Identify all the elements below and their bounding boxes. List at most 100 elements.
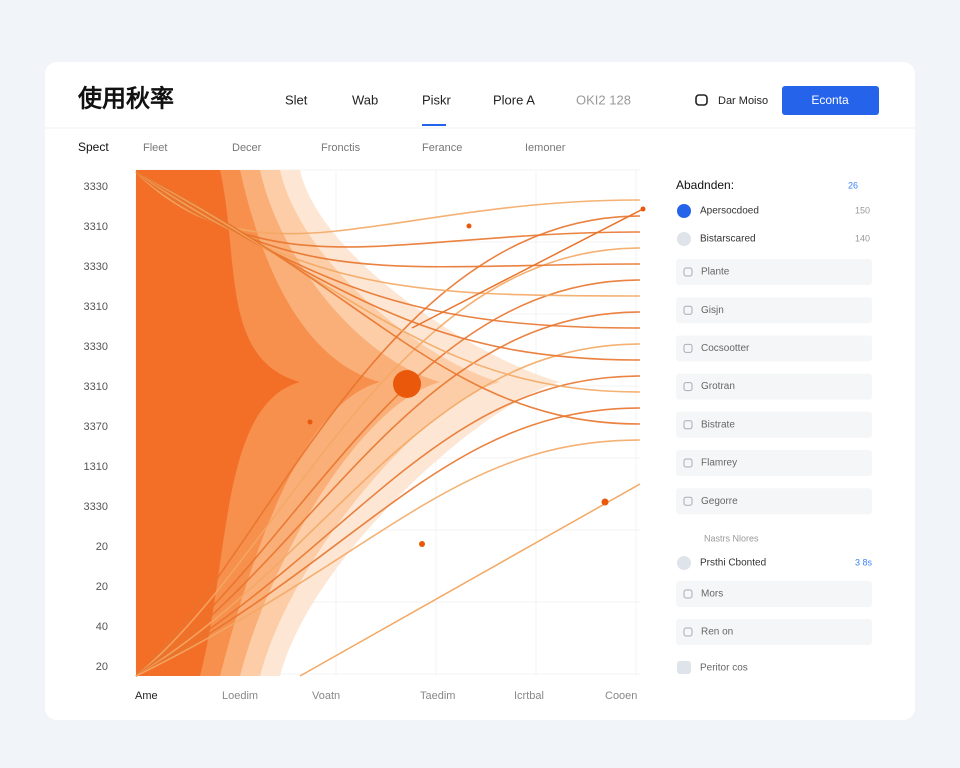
row-label: Flamrey [701,458,737,469]
list-row[interactable] [676,297,872,324]
user-icon [695,94,708,106]
user[interactable]: Dar Moiso [718,95,768,107]
curve [135,171,641,361]
chart [135,169,646,677]
curve [411,208,644,329]
curve [135,171,641,248]
row-box [683,305,693,315]
button[interactable] [782,86,879,115]
list-row[interactable] [676,335,872,362]
x-label: Ame [135,690,158,702]
button-label[interactable]: Econta [811,93,849,107]
row-label: 3330 [84,341,108,353]
dot [393,370,421,398]
row-box [683,343,693,353]
curve [299,483,641,677]
row-box [683,458,693,468]
check[interactable] [677,232,691,246]
curve [135,171,641,235]
row-label: Gisjn [701,305,724,316]
panel: Abadnden: 26 Apersocdoed 150 Bistarscared 140… [676,178,872,674]
row-box [683,496,693,506]
labels: Spect Fleet Decer Fronctis Ferance Iemoner 333… [78,140,637,702]
list-row[interactable] [676,259,872,285]
row-label: Ren on [701,627,733,638]
panel-count: 26 [848,180,858,190]
title: 使用秋率 [77,84,174,112]
row-label: 40 [96,621,108,633]
dot [640,206,646,212]
nav-item[interactable]: Piskr [422,92,452,107]
row-label: Grotran [701,381,735,392]
dot [466,223,472,229]
nav-item[interactable]: Wab [352,92,378,107]
row-label: 20 [96,541,108,553]
panel-title: Abadnden: [676,178,734,192]
column-header: Ferance [422,142,462,154]
check-value: 140 [855,233,870,243]
curve [135,171,641,268]
column-header: Fleet [143,142,167,154]
x-label: Cooen [605,690,637,702]
column-header: Fronctis [321,142,361,154]
x-label: Icrtbal [514,690,544,702]
row-label: 3370 [84,421,108,433]
row-label: Mors [701,589,723,600]
check-value: 150 [855,205,870,215]
curve [135,171,641,393]
row-box [683,382,693,392]
row-label: Cocsootter [701,343,750,354]
row-label: 3310 [84,221,108,233]
check-label: Apersocdoed [700,206,759,217]
row-label: 3330 [84,181,108,193]
nav: Slet Wab Piskr Plore A OKI2 128 [285,92,631,107]
x-label: Taedim [420,690,455,702]
column-header: Decer [232,142,262,154]
nav-underline [422,124,446,126]
section-item: Prsthi Cbonted [700,558,766,569]
check[interactable] [677,204,691,218]
dot [601,498,609,506]
check[interactable] [677,661,691,674]
curve [135,171,641,297]
curve [135,171,641,329]
row-label: 3330 [84,261,108,273]
row-box [683,627,693,637]
check-label: Bistarscared [700,234,756,245]
row-label: 20 [96,581,108,593]
list-row[interactable] [676,373,872,400]
row-label: 3330 [84,501,108,513]
row-label: 1310 [84,461,108,473]
area [136,170,300,676]
list-row[interactable] [676,488,872,515]
curve [135,171,641,425]
column-header: Iemoner [525,142,566,154]
row-box [683,267,693,277]
panel-footer: Peritor cos [700,663,748,674]
column-header: Spect [78,140,109,154]
nav-item[interactable]: Plore A [493,92,535,107]
nav-item[interactable]: OKI2 128 [576,92,631,107]
list-row[interactable] [676,411,872,438]
row-box [683,589,693,599]
row-label: 20 [96,661,108,673]
row-label: Plante [701,267,730,278]
list-row[interactable] [676,450,872,476]
list-row[interactable] [676,581,872,607]
x-label: Voatn [312,690,340,702]
curve [135,439,641,677]
list-row[interactable] [676,619,872,645]
row-label: Gegorre [701,496,738,507]
nav-item[interactable]: Slet [285,92,308,107]
x-label: Loedim [222,690,258,702]
dot [419,541,425,547]
section-value: 3 8s [855,557,873,567]
row-label: 3310 [84,301,108,313]
section-label: Nastrs Nlores [704,533,759,543]
dot [307,419,313,425]
row-box [683,420,693,430]
check[interactable] [677,556,691,570]
row-label: Bistrate [701,419,735,430]
row-label: 3310 [84,381,108,393]
